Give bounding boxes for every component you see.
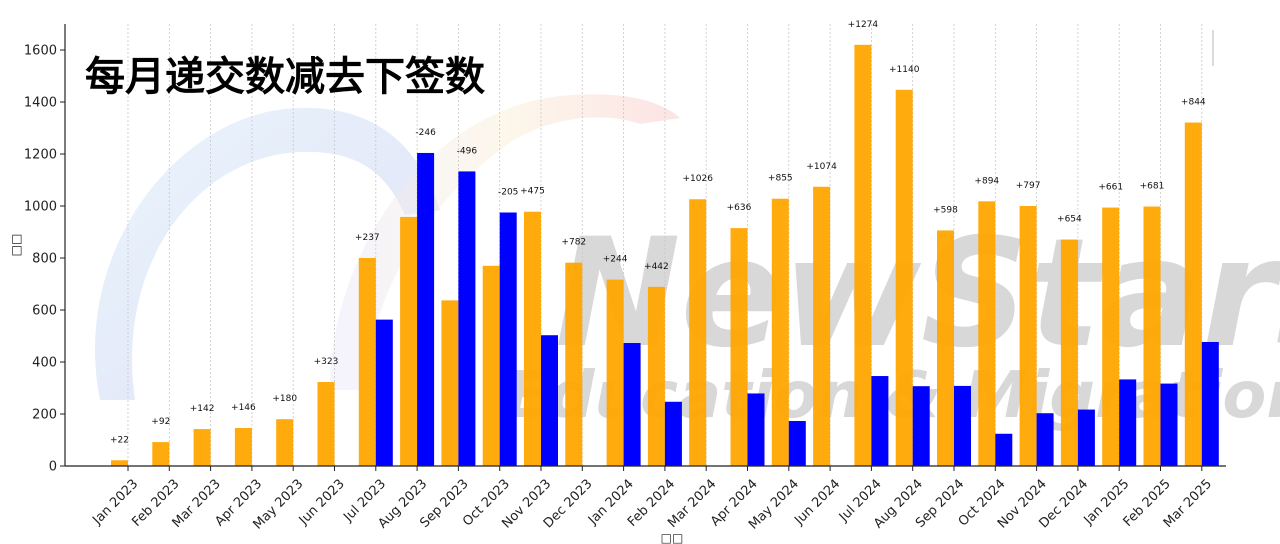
bar-submitted xyxy=(978,201,996,466)
bar-annotation: +844 xyxy=(1181,98,1206,108)
bar-granted xyxy=(1077,409,1095,466)
bar-granted xyxy=(788,421,806,466)
bar-submitted xyxy=(358,258,376,466)
bar-submitted xyxy=(1143,206,1161,466)
bar-submitted xyxy=(193,429,211,466)
bar-granted xyxy=(417,152,435,466)
bar-granted xyxy=(995,433,1013,466)
bar-submitted xyxy=(152,442,170,466)
bar-granted xyxy=(1119,379,1137,466)
bar-granted xyxy=(871,376,889,466)
bar-annotation: +855 xyxy=(768,174,793,184)
y-tick-label: 1000 xyxy=(24,200,57,215)
bar-granted xyxy=(375,319,393,466)
bar-annotation: +1074 xyxy=(806,162,837,172)
bar-annotation: +654 xyxy=(1057,215,1082,225)
y-tick-label: 400 xyxy=(32,356,57,371)
bar-submitted xyxy=(276,419,294,466)
bar-annotation: -205 xyxy=(498,188,518,198)
bar-submitted xyxy=(813,186,831,466)
bar-annotation: -246 xyxy=(415,128,436,138)
bar-submitted xyxy=(482,265,500,466)
bar-submitted xyxy=(606,279,624,466)
bar-annotation: +1274 xyxy=(848,20,879,30)
y-tick-label: 0 xyxy=(49,460,57,475)
bar-submitted xyxy=(317,382,335,466)
y-tick-label: 1400 xyxy=(24,96,57,111)
bar-annotation: +180 xyxy=(272,394,297,404)
watermark-arc-left xyxy=(95,107,440,400)
bars xyxy=(111,44,1219,467)
bar-granted xyxy=(1036,413,1054,466)
bar-annotation: +22 xyxy=(110,435,129,445)
bar-submitted xyxy=(400,216,418,466)
bar-annotations: +22+92+142 +146+180+323+237-246-496-205 +4… xyxy=(110,20,1206,445)
bar-annotation: +323 xyxy=(314,357,339,367)
y-tick-label: 600 xyxy=(32,304,57,319)
bar-submitted xyxy=(1060,239,1078,466)
bar-submitted xyxy=(1019,206,1037,466)
bar-granted xyxy=(1201,341,1219,466)
bar-granted xyxy=(499,212,517,466)
bar-annotation: +237 xyxy=(355,233,380,243)
bar-annotation: +146 xyxy=(231,403,256,413)
bar-submitted xyxy=(565,262,583,466)
bar-annotation: -496 xyxy=(457,146,478,156)
bar-submitted xyxy=(441,300,459,466)
bar-annotation: +894 xyxy=(974,176,999,186)
bar-granted xyxy=(458,171,476,467)
bar-annotation: +142 xyxy=(190,404,215,414)
bar-submitted xyxy=(1184,122,1202,466)
bar-annotation: +244 xyxy=(603,255,628,265)
bar-submitted xyxy=(895,89,913,466)
bar-submitted xyxy=(771,198,789,466)
bar-annotation: +661 xyxy=(1098,183,1123,193)
bar-granted xyxy=(912,386,930,466)
bar-granted xyxy=(954,385,971,466)
bar-annotation: +797 xyxy=(1016,181,1041,191)
bar-submitted xyxy=(730,228,748,466)
bar-submitted xyxy=(111,460,128,466)
axes xyxy=(64,24,1226,467)
y-axis-ticks: 0 200 400 600 800 1000 1200 1400 1600 xyxy=(24,44,65,475)
x-axis-label: □□ xyxy=(661,531,684,544)
bar-submitted xyxy=(234,428,252,466)
bar-granted xyxy=(664,401,682,466)
y-tick-label: 800 xyxy=(32,252,57,267)
bar-annotation: +475 xyxy=(520,187,545,197)
bar-annotation: +92 xyxy=(151,417,170,427)
bar-granted xyxy=(747,393,765,466)
bar-annotation: +1026 xyxy=(682,174,713,184)
bar-submitted xyxy=(524,211,541,466)
bar-annotation: +782 xyxy=(561,238,586,248)
bar-annotation: +681 xyxy=(1140,182,1165,192)
bar-granted xyxy=(1160,383,1178,466)
chart-title: 每月递交数减去下签数 xyxy=(85,54,485,100)
bar-submitted xyxy=(937,230,954,466)
bar-annotation: +636 xyxy=(727,203,752,213)
y-axis-label: □□ xyxy=(9,234,23,257)
bar-submitted xyxy=(1102,207,1120,466)
y-tick-label: 1600 xyxy=(24,44,57,59)
bar-annotation: +442 xyxy=(644,262,669,272)
bar-submitted xyxy=(689,199,707,467)
bar-annotation: +598 xyxy=(933,205,958,215)
bar-submitted xyxy=(854,44,872,467)
bar-granted xyxy=(623,343,641,466)
y-tick-label: 1200 xyxy=(24,148,57,163)
y-tick-label: 200 xyxy=(32,408,57,423)
bar-submitted xyxy=(647,286,665,466)
bar-annotation: +1140 xyxy=(889,65,920,75)
bar-granted xyxy=(541,335,558,466)
